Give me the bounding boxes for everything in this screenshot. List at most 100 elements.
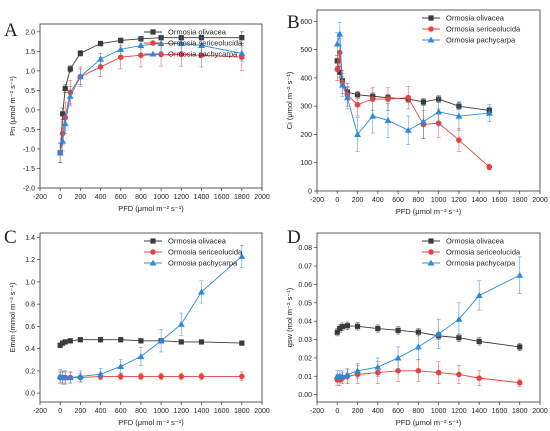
circle-marker	[150, 249, 156, 255]
square-marker	[476, 338, 482, 344]
x-tick-label: 1600	[492, 197, 508, 204]
x-tick-label: 800	[135, 408, 147, 415]
square-marker	[337, 69, 343, 75]
panel-letter: D	[287, 227, 301, 248]
square-marker	[118, 337, 124, 343]
square-marker	[62, 85, 68, 92]
circle-marker	[334, 66, 341, 73]
square-marker	[62, 339, 68, 345]
triangle-marker	[238, 252, 246, 259]
triangle-marker	[157, 337, 165, 344]
legend-label: Ormosia sericeolucida	[168, 248, 243, 257]
x-tick-label: 200	[352, 197, 364, 204]
circle-marker	[97, 64, 104, 70]
square-marker	[395, 327, 401, 333]
panel-letter: C	[4, 227, 17, 248]
triangle-marker	[435, 330, 443, 337]
square-marker	[138, 338, 144, 344]
y-tick-label: 1.5	[25, 49, 35, 56]
series-line	[59, 339, 242, 346]
panel-a: A -200 0 200 400 600 800 1000 1200 1400 1600 1800 20…	[4, 20, 270, 213]
plot-frame	[39, 232, 263, 403]
x-tick-label: 600	[115, 194, 127, 201]
y-tick-label: 0.4	[25, 346, 35, 353]
triangle-marker	[420, 118, 427, 125]
y-tick-label: 0.01	[298, 374, 312, 381]
circle-marker	[428, 249, 434, 255]
square-marker	[239, 35, 245, 41]
circle-marker	[117, 373, 124, 380]
x-tick-label: 800	[413, 197, 425, 204]
series-line	[59, 37, 242, 153]
panel-letter: A	[4, 20, 18, 41]
y-tick-label: 500	[300, 47, 312, 54]
triangle-marker	[97, 370, 104, 377]
y-tick-label: 0.2	[25, 368, 35, 375]
x-axis-label: PFD (μmol m⁻² s⁻¹)	[118, 204, 184, 213]
square-marker	[375, 325, 381, 332]
x-tick-label: 1800	[512, 408, 528, 415]
x-tick-label: 800	[413, 408, 425, 415]
legend-label: Ormosia olivacea	[168, 28, 227, 37]
triangle-marker	[66, 374, 74, 381]
triangle-marker	[137, 353, 145, 359]
x-tick-label: 1400	[194, 194, 210, 201]
series-line	[337, 370, 520, 384]
square-marker	[456, 335, 462, 341]
square-marker	[415, 329, 421, 335]
triangle-marker	[336, 30, 344, 37]
series-ormosia-pachycarpa	[333, 22, 493, 152]
circle-marker	[178, 51, 185, 58]
triangle-marker	[198, 42, 205, 49]
series-line	[336, 52, 490, 168]
triangle-marker	[455, 112, 463, 119]
x-tick-label: 1000	[153, 408, 169, 415]
series-line	[60, 375, 242, 378]
circle-marker	[516, 379, 523, 386]
square-marker	[344, 323, 351, 329]
triangle-marker	[149, 259, 157, 266]
square-marker	[77, 50, 83, 56]
triangle-marker	[76, 373, 84, 379]
triangle-marker	[344, 371, 351, 377]
triangle-marker	[149, 50, 157, 57]
legend-label: Ormosia pachycarpa	[168, 259, 238, 268]
y-axis-label: Pn (μmol m⁻² s⁻¹)	[8, 76, 17, 136]
panel-d: D -200 0 200 400 600 800 1000 1200 1400 1600 1800 20…	[285, 227, 548, 427]
x-tick-label: 1200	[451, 408, 467, 415]
x-tick-label: 200	[352, 408, 364, 415]
y-tick-label: 200	[300, 132, 312, 139]
circle-marker	[405, 94, 412, 101]
y-tick-label: 400	[300, 75, 312, 82]
circle-marker	[198, 373, 205, 380]
y-tick-label: 0.05	[298, 300, 312, 307]
x-tick-label: 0	[58, 408, 62, 415]
y-tick-label: 2.0	[25, 29, 35, 36]
x-tick-label: 400	[372, 197, 384, 204]
y-tick-label: 1.4	[25, 235, 35, 242]
triangle-marker	[354, 131, 361, 137]
triangle-marker	[238, 49, 246, 56]
triangle-marker	[475, 292, 483, 299]
x-tick-label: 600	[392, 197, 404, 204]
series-ormosia-sericeolucida	[57, 371, 245, 384]
y-tick-label: 0.0	[25, 107, 35, 114]
x-tick-label: 1000	[431, 197, 447, 204]
x-tick-label: 1000	[153, 194, 169, 201]
triangle-marker	[117, 45, 125, 52]
x-axis-label: PFD (μmol m⁻² s⁻¹)	[396, 207, 462, 216]
plot-frame	[316, 232, 541, 403]
circle-marker	[198, 52, 205, 59]
series-line	[336, 60, 490, 111]
triangle-marker	[338, 372, 346, 379]
circle-marker	[395, 367, 401, 374]
triangle-marker	[369, 112, 377, 119]
triangle-marker	[333, 40, 341, 47]
x-tick-label: 1600	[492, 408, 508, 415]
square-marker	[150, 238, 156, 244]
y-tick-label: -1.0	[23, 146, 35, 153]
series-ormosia-olivacea	[57, 337, 245, 348]
series-line	[337, 274, 520, 377]
panel-b: B-200 0 200 400 600 800 1000 1200 1400 1600 1800 20…	[285, 9, 548, 216]
panel-letter: B	[287, 12, 300, 33]
